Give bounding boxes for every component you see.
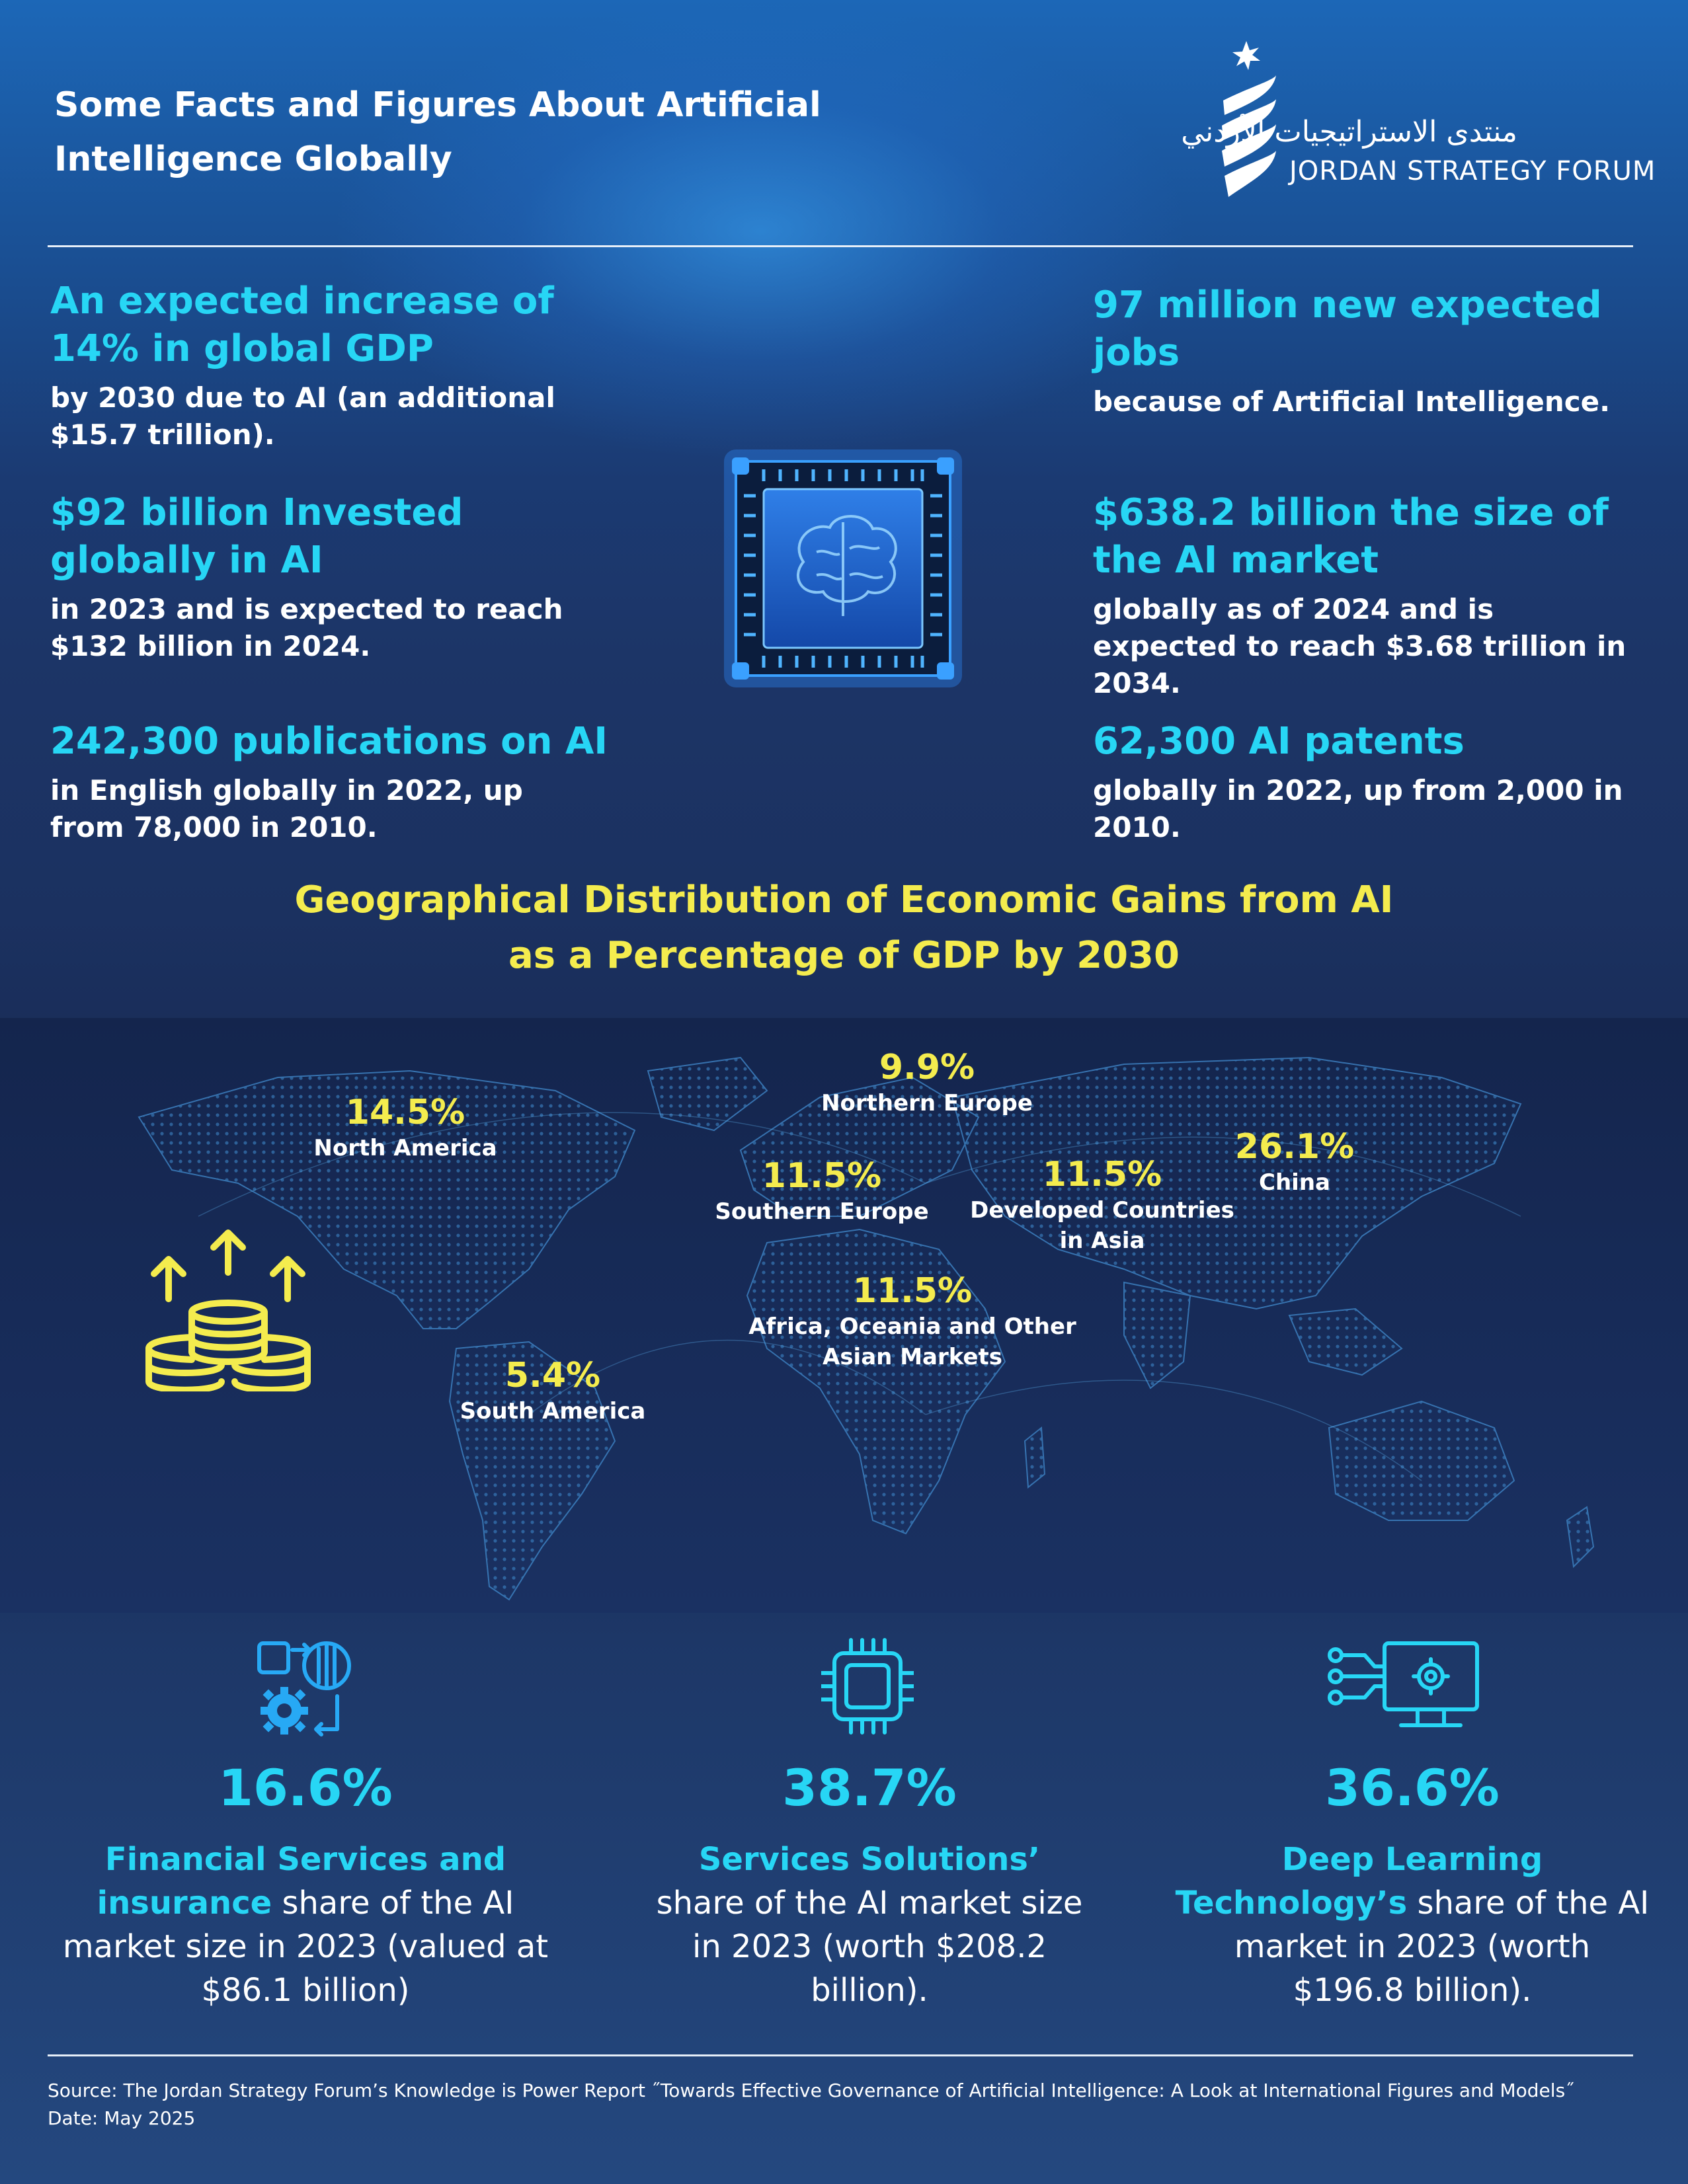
monitor-gear-icon	[1328, 1641, 1479, 1727]
top-divider	[48, 245, 1633, 247]
world-map-graphic	[138, 1056, 1595, 1601]
ai-chip-brain-icon	[724, 449, 962, 687]
fact-patents: 62,300 AI patents globally in 2022, up f…	[1093, 720, 1623, 843]
stat-deep-learning: 36.6% Deep Learning Technology’s share o…	[1175, 1758, 1650, 2009]
region-africa-oceania: 11.5% Africa, Oceania and Other Asian Ma…	[748, 1271, 1076, 1370]
bottom-divider	[48, 2054, 1633, 2056]
region-north-america: 14.5% North America	[313, 1093, 497, 1161]
page-title: Some Facts and Figures About Artificial …	[54, 85, 821, 179]
geo-section-title: Geographical Distribution of Economic Ga…	[294, 878, 1394, 977]
finance-gear-icon	[257, 1641, 351, 1736]
fact-investment: $92 billion Invested globally in AI in 2…	[50, 491, 563, 662]
fact-gdp: An expected increase of 14% in global GD…	[50, 280, 555, 451]
region-developed-asia: 11.5% Developed Countries in Asia	[970, 1155, 1234, 1254]
chip-icon	[821, 1638, 914, 1735]
stat-financial-services: 16.6% Financial Services and insurance s…	[62, 1758, 549, 2009]
source-note: Source: The Jordan Strategy Forum’s Know…	[48, 2080, 1575, 2129]
region-china: 26.1% China	[1234, 1127, 1355, 1196]
region-southern-europe: 11.5% Southern Europe	[715, 1156, 929, 1225]
logo-arabic-text: منتدى الاستراتيجيات الأردني	[1181, 115, 1517, 149]
fact-publications: 242,300 publications on AI in English gl…	[50, 720, 608, 843]
region-south-america: 5.4% South America	[460, 1356, 646, 1424]
logo-english-text: JORDAN STRATEGY FORUM	[1289, 156, 1656, 186]
jordan-strategy-forum-logo: منتدى الاستراتيجيات الأردني JORDAN STRAT…	[1181, 41, 1655, 200]
coins-growth-icon	[145, 1229, 311, 1391]
logo-mark-icon	[1222, 41, 1276, 197]
fact-market-size: $638.2 billion the size of the AI market…	[1093, 491, 1627, 699]
fact-jobs: 97 million new expected jobs because of …	[1093, 284, 1611, 418]
region-northern-europe: 9.9% Northern Europe	[821, 1048, 1033, 1116]
stat-services-solutions: 38.7% Services Solutions’ share of the A…	[656, 1758, 1083, 2009]
world-map	[0, 1018, 1688, 1613]
